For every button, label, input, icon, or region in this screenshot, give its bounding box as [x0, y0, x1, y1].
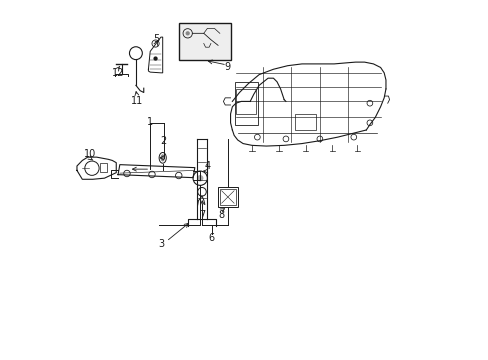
Bar	[220, 189, 235, 205]
Ellipse shape	[160, 154, 164, 161]
Circle shape	[185, 31, 189, 36]
Text: 1: 1	[147, 117, 153, 127]
Text: 3: 3	[158, 239, 163, 249]
Text: 10: 10	[84, 149, 97, 159]
Text: 8: 8	[218, 210, 224, 220]
Bar	[236, 89, 255, 114]
Bar	[100, 163, 106, 171]
Text: 7: 7	[199, 210, 205, 220]
Bar	[218, 187, 237, 207]
Text: 2: 2	[160, 136, 166, 147]
Text: 6: 6	[208, 233, 214, 243]
Circle shape	[153, 57, 157, 61]
Circle shape	[197, 175, 203, 181]
Text: 5: 5	[153, 34, 159, 44]
Bar	[294, 114, 316, 130]
Bar	[234, 82, 258, 125]
Text: 4: 4	[204, 161, 210, 171]
Text: 12: 12	[112, 68, 124, 78]
Text: 9: 9	[224, 63, 229, 72]
Bar	[179, 23, 230, 60]
Text: 11: 11	[131, 96, 143, 107]
